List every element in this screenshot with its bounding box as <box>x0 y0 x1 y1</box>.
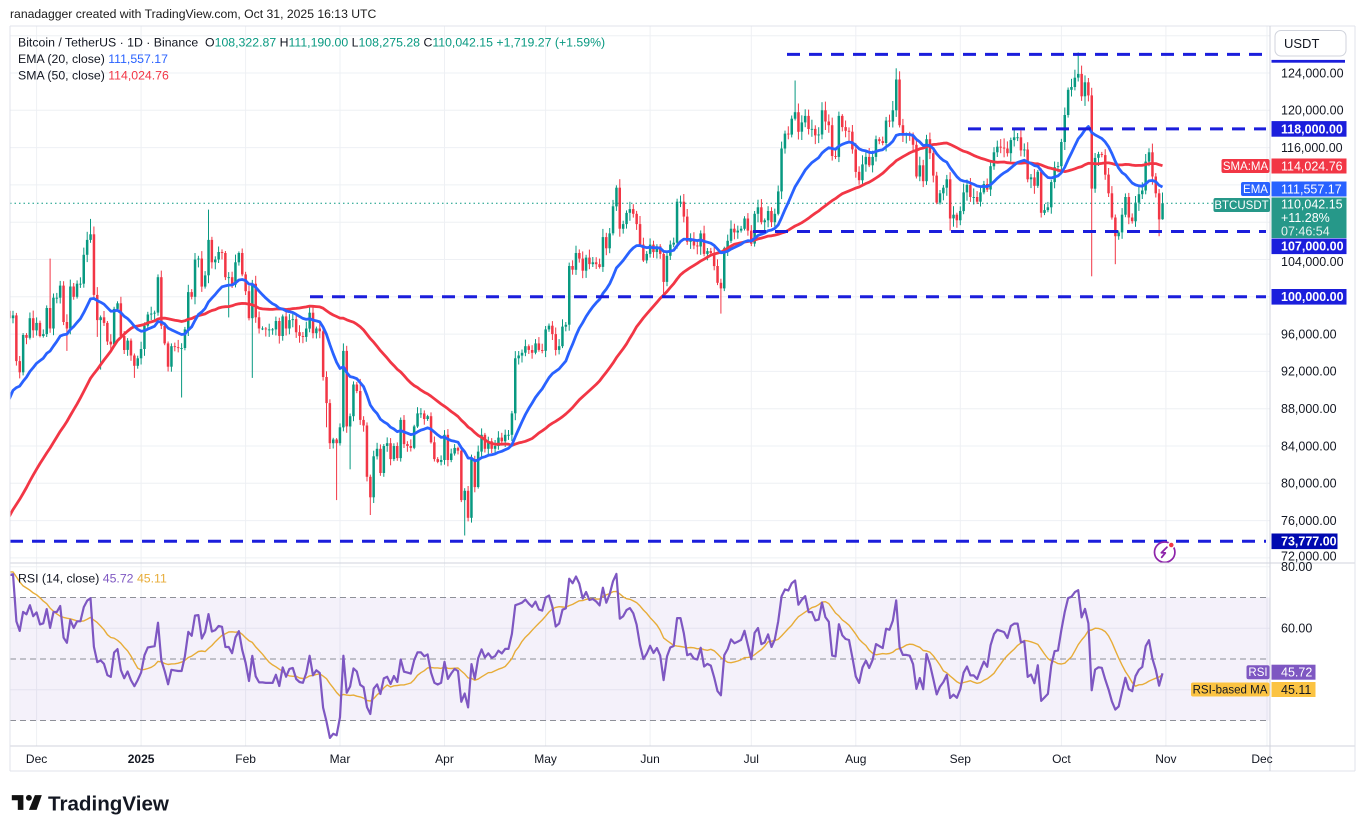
svg-text:80,000.00: 80,000.00 <box>1281 477 1337 491</box>
svg-text:116,000.00: 116,000.00 <box>1281 141 1343 155</box>
svg-text:Feb: Feb <box>235 752 256 766</box>
svg-text:Dec: Dec <box>1251 752 1272 766</box>
svg-text:ranadagger created with Tradin: ranadagger created with TradingView.com,… <box>10 7 376 21</box>
svg-text:TradingView: TradingView <box>48 793 170 816</box>
svg-text:BTCUSDT: BTCUSDT <box>1214 200 1268 212</box>
svg-text:2025: 2025 <box>128 752 155 766</box>
svg-text:120,000.00: 120,000.00 <box>1281 104 1344 118</box>
svg-text:May: May <box>534 752 557 766</box>
svg-text:EMA: EMA <box>1243 184 1268 196</box>
svg-text:92,000.00: 92,000.00 <box>1281 365 1337 379</box>
svg-text:124,000.00: 124,000.00 <box>1281 66 1344 80</box>
svg-text:118,000.00: 118,000.00 <box>1281 122 1343 136</box>
svg-text:07:46:54: 07:46:54 <box>1281 224 1330 238</box>
svg-text:Jul: Jul <box>744 752 759 766</box>
svg-text:107,000.00: 107,000.00 <box>1281 240 1344 254</box>
svg-text:EMA (20, close) 111,557.17: EMA (20, close) 111,557.17 <box>18 52 168 66</box>
svg-text:RSI (14, close) 45.72 45.11: RSI (14, close) 45.72 45.11 <box>18 572 167 586</box>
svg-text:72,000.00: 72,000.00 <box>1281 550 1337 564</box>
svg-text:100,000.00: 100,000.00 <box>1281 290 1344 304</box>
svg-text:88,000.00: 88,000.00 <box>1281 402 1337 416</box>
svg-text:Sep: Sep <box>950 752 972 766</box>
svg-text:Dec: Dec <box>26 752 47 766</box>
svg-text:SMA (50, close) 114,024.76: SMA (50, close) 114,024.76 <box>18 69 169 83</box>
svg-text:111,557.17: 111,557.17 <box>1281 182 1342 196</box>
svg-text:80.00: 80.00 <box>1281 560 1312 574</box>
svg-text:SMA:MA: SMA:MA <box>1223 161 1269 173</box>
svg-text:45.11: 45.11 <box>1281 683 1311 697</box>
svg-text:84,000.00: 84,000.00 <box>1281 439 1337 453</box>
svg-text:110,042.15: 110,042.15 <box>1281 197 1343 211</box>
svg-text:45.72: 45.72 <box>1281 666 1312 680</box>
svg-text:RSI: RSI <box>1248 667 1267 679</box>
svg-text:Oct: Oct <box>1052 752 1071 766</box>
svg-text:+11.28%: +11.28% <box>1281 211 1330 225</box>
svg-text:Jun: Jun <box>640 752 659 766</box>
svg-text:96,000.00: 96,000.00 <box>1281 327 1337 341</box>
svg-text:Aug: Aug <box>845 752 866 766</box>
svg-text:60.00: 60.00 <box>1281 622 1312 636</box>
svg-text:73,777.00: 73,777.00 <box>1281 535 1337 549</box>
svg-text:Apr: Apr <box>435 752 454 766</box>
svg-text:RSI-based MA: RSI-based MA <box>1193 684 1268 696</box>
svg-text:76,000.00: 76,000.00 <box>1281 514 1337 528</box>
svg-text:Nov: Nov <box>1155 752 1176 766</box>
svg-text:Mar: Mar <box>330 752 351 766</box>
svg-text:104,000.00: 104,000.00 <box>1281 255 1344 269</box>
svg-text:USDT: USDT <box>1284 36 1319 51</box>
svg-text:114,024.76: 114,024.76 <box>1281 159 1343 173</box>
svg-text:Bitcoin / TetherUS · 1D · Bina: Bitcoin / TetherUS · 1D · Binance O108,3… <box>18 36 605 50</box>
